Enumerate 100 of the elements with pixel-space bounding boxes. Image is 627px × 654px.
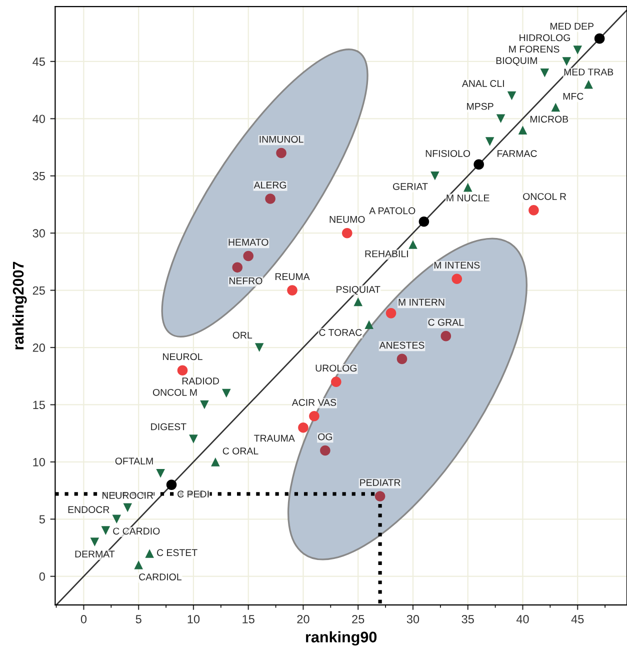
point bbox=[430, 171, 440, 180]
x-tick-label: 45 bbox=[571, 615, 584, 624]
annotation: UROLOG bbox=[316, 364, 356, 372]
annotation: PEDIATR bbox=[360, 479, 400, 486]
x-tick-label: 5 bbox=[136, 615, 142, 624]
point bbox=[440, 330, 452, 342]
annotation: ENDOCR bbox=[68, 506, 110, 514]
annotation: M INTENS bbox=[434, 262, 480, 269]
y-tick-label: 5 bbox=[39, 515, 45, 524]
y-tick-label: 20 bbox=[32, 344, 45, 352]
point bbox=[232, 262, 243, 273]
y-tick-label: 40 bbox=[32, 114, 45, 124]
annotation: HEMATO bbox=[228, 238, 268, 246]
annotation: C PEDI bbox=[178, 490, 209, 498]
point bbox=[551, 102, 560, 112]
annotation: M INTERN bbox=[398, 298, 444, 306]
point bbox=[101, 526, 110, 535]
annotation: ALERG bbox=[254, 182, 286, 189]
x-tick-label: 15 bbox=[242, 615, 254, 624]
annotation: MED TRAB bbox=[564, 68, 614, 76]
point bbox=[496, 114, 506, 124]
annotation: ANAL CLI bbox=[462, 80, 504, 87]
point bbox=[540, 68, 550, 78]
point bbox=[222, 388, 231, 398]
annotation: OG bbox=[318, 433, 332, 440]
point bbox=[452, 274, 462, 284]
annotation: RADIOD bbox=[182, 378, 219, 384]
point bbox=[528, 205, 539, 216]
point bbox=[287, 285, 298, 296]
annotation: NFISIOLO bbox=[426, 150, 470, 157]
point bbox=[507, 91, 516, 100]
point bbox=[90, 538, 100, 546]
y-tick-label: 15 bbox=[33, 400, 45, 410]
y-tick-label: 10 bbox=[33, 458, 45, 466]
y-tick-label: 30 bbox=[32, 229, 45, 238]
point bbox=[408, 240, 418, 249]
annotation: PSIQUIAT bbox=[336, 286, 380, 295]
point bbox=[474, 159, 484, 170]
point bbox=[331, 376, 342, 387]
annotation: MED DEP bbox=[550, 22, 594, 30]
point bbox=[189, 434, 198, 444]
point bbox=[518, 126, 528, 135]
point bbox=[298, 422, 308, 433]
point bbox=[145, 549, 154, 558]
point bbox=[418, 216, 430, 227]
y-tick-label: 35 bbox=[32, 172, 45, 180]
x-tick-label: 25 bbox=[352, 614, 364, 624]
annotation: CARDIOL bbox=[139, 573, 182, 580]
point bbox=[156, 468, 165, 478]
annotation: MFC bbox=[563, 92, 584, 100]
x-tick-label: 40 bbox=[516, 614, 529, 624]
point bbox=[354, 297, 362, 306]
annotation: NEFRO bbox=[229, 277, 262, 284]
point bbox=[112, 514, 122, 524]
point bbox=[177, 365, 188, 376]
x-axis-title: ranking90 bbox=[306, 631, 377, 646]
annotation: M FORENS bbox=[509, 46, 560, 53]
annotation: NEUMO bbox=[330, 216, 365, 223]
annotation: ORL bbox=[232, 332, 252, 339]
point bbox=[243, 250, 254, 262]
y-tick-label: 25 bbox=[32, 286, 45, 295]
annotation: BIOQUIM bbox=[496, 57, 537, 66]
y-axis-title: ranking2007 bbox=[12, 262, 27, 350]
point bbox=[134, 560, 143, 570]
point bbox=[254, 343, 264, 352]
point bbox=[594, 33, 605, 44]
annotation: GERIAT bbox=[393, 183, 428, 190]
y-tick-label: 0 bbox=[39, 572, 45, 581]
x-tick-label: 0 bbox=[80, 614, 87, 624]
point bbox=[364, 320, 374, 330]
annotation: C ORAL bbox=[222, 448, 258, 454]
annotation: C GRAL bbox=[428, 318, 464, 326]
point bbox=[200, 400, 209, 410]
annotation: DIGEST bbox=[151, 423, 186, 430]
annotation: ANESTES bbox=[379, 342, 424, 349]
annotation: TRAUMA bbox=[254, 434, 295, 442]
annotation: ONCOL R bbox=[523, 193, 566, 200]
point bbox=[342, 228, 352, 238]
annotation: INMUNOL bbox=[260, 136, 304, 143]
point bbox=[265, 194, 276, 204]
annotation: NEUROCIR bbox=[102, 492, 154, 499]
point bbox=[374, 491, 386, 502]
annotation: NEUROL bbox=[163, 353, 202, 360]
point bbox=[309, 411, 320, 422]
point bbox=[276, 148, 286, 158]
annotation: C CARDIO bbox=[113, 528, 160, 535]
x-tick-label: 30 bbox=[406, 614, 420, 624]
annotation: MICROB bbox=[530, 116, 568, 123]
annotation: REUMA bbox=[275, 273, 310, 280]
annotation: C TORAC bbox=[319, 329, 362, 336]
x-tick-label: 35 bbox=[462, 614, 474, 624]
annotation: MPSP bbox=[467, 102, 494, 110]
y-tick-label: 45 bbox=[32, 58, 45, 66]
point bbox=[386, 308, 396, 318]
x-tick-label: 10 bbox=[188, 614, 200, 624]
x-tick-label: 20 bbox=[297, 614, 310, 624]
annotation: OFTALM bbox=[115, 458, 153, 464]
point bbox=[211, 458, 220, 466]
annotation: ACIR VAS bbox=[292, 399, 336, 406]
point bbox=[123, 503, 132, 512]
